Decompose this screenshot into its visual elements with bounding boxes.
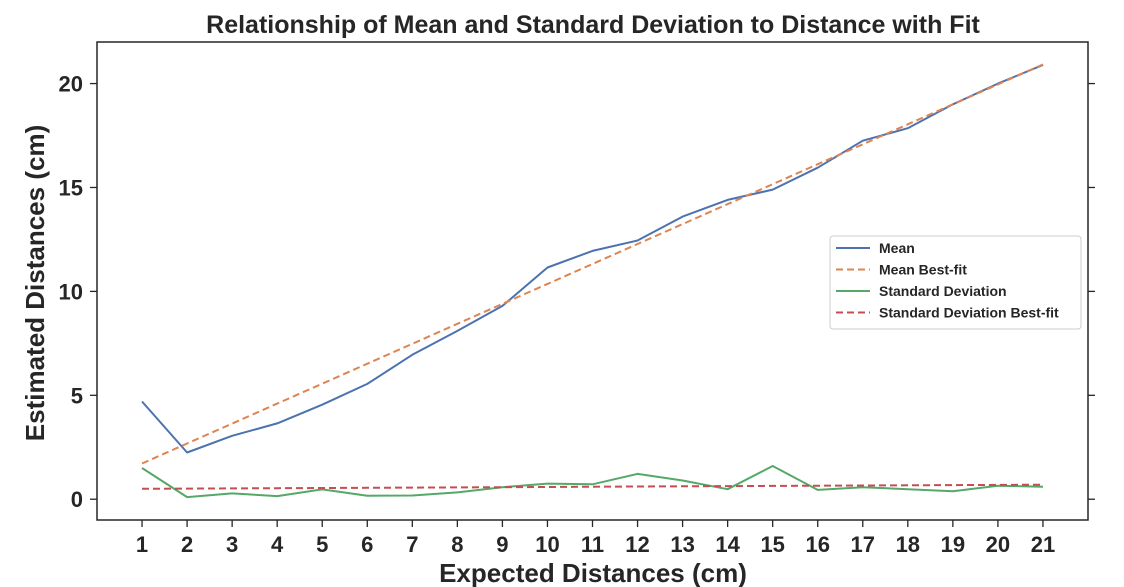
x-tick-label: 2 xyxy=(181,532,193,557)
y-tick-label: 15 xyxy=(59,175,83,200)
x-tick-label: 5 xyxy=(316,532,328,557)
x-tick-label: 7 xyxy=(406,532,418,557)
x-tick-label: 13 xyxy=(670,532,694,557)
y-axis-label: Estimated Distances (cm) xyxy=(20,125,50,441)
x-tick-label: 6 xyxy=(361,532,373,557)
x-axis-label: Expected Distances (cm) xyxy=(439,558,747,587)
legend-label-1: Mean Best-fit xyxy=(879,262,967,278)
x-tick-label: 14 xyxy=(715,532,740,557)
legend-label-0: Mean xyxy=(879,240,915,256)
series-line-2 xyxy=(141,465,1044,499)
x-tick-label: 11 xyxy=(581,532,604,557)
x-tick-label: 17 xyxy=(851,532,875,557)
y-tick-label: 20 xyxy=(59,72,83,97)
legend-label-2: Standard Deviation xyxy=(879,283,1007,299)
legend-box xyxy=(829,235,1082,330)
y-tick-label: 5 xyxy=(71,383,83,408)
y-tick-label: 0 xyxy=(71,487,83,512)
x-tick-label: 1 xyxy=(136,532,148,557)
x-tick-label: 19 xyxy=(941,532,965,557)
series-line-0 xyxy=(141,63,1044,454)
legend-label-3: Standard Deviation Best-fit xyxy=(879,305,1059,321)
x-tick-label: 20 xyxy=(986,532,1010,557)
x-tick-label: 8 xyxy=(451,532,463,557)
x-tick-label: 10 xyxy=(535,532,559,557)
x-tick-label: 15 xyxy=(760,532,784,557)
x-tick-label: 4 xyxy=(271,532,284,557)
x-tick-label: 21 xyxy=(1031,532,1055,557)
legend: Mean Mean Best-fit Standard Deviation Stand… xyxy=(829,235,1082,330)
x-tick-label: 3 xyxy=(226,532,238,557)
x-tick-label: 18 xyxy=(896,532,920,557)
x-tick-label: 16 xyxy=(805,532,829,557)
x-tick-label: 12 xyxy=(625,532,649,557)
series-line-3 xyxy=(141,483,1044,490)
y-tick-label: 10 xyxy=(59,279,83,304)
chart-title: Relationship of Mean and Standard Deviat… xyxy=(206,11,980,39)
x-tick-label: 9 xyxy=(496,532,508,557)
